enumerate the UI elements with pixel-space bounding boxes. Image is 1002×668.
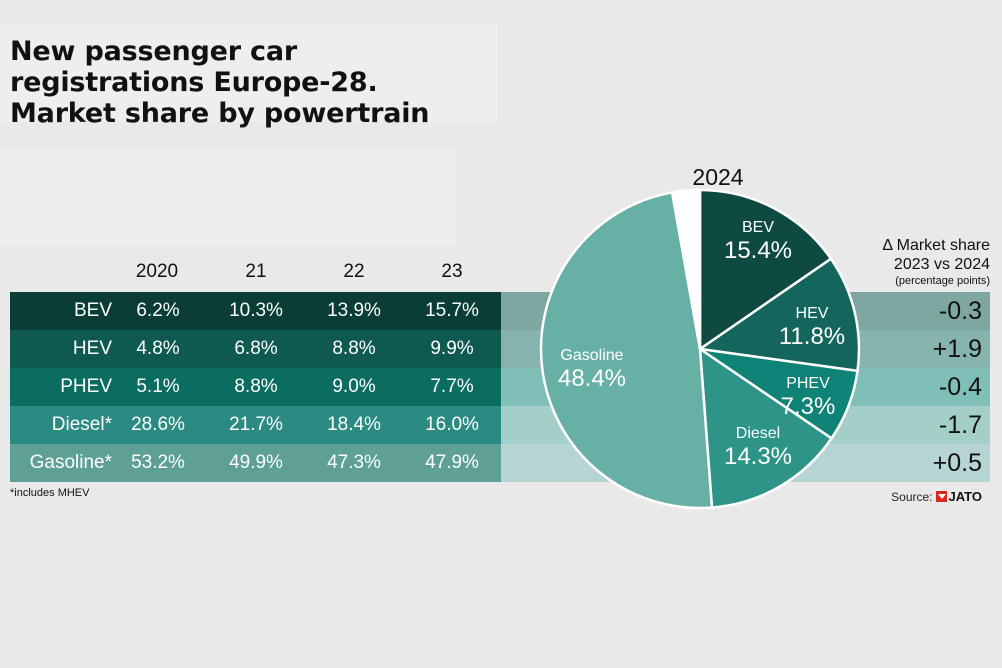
row-left-band bbox=[10, 330, 501, 368]
row-left-band bbox=[10, 368, 501, 406]
pie-slice-value: 14.3% bbox=[724, 443, 792, 470]
pie-slice-value: 7.3% bbox=[781, 393, 836, 420]
table-cell: 18.4% bbox=[327, 414, 381, 435]
pie-slice-diesel bbox=[698, 346, 834, 509]
title-panel bbox=[0, 24, 498, 122]
pie-slice-other bbox=[670, 188, 702, 350]
column-header-2020: 2020 bbox=[135, 261, 179, 282]
table-cell: 21.7% bbox=[229, 414, 283, 435]
footnote: *includes MHEV bbox=[10, 487, 90, 499]
chart-title: New passenger car registrations Europe-2… bbox=[10, 36, 500, 129]
table-cell: 53.2% bbox=[131, 452, 185, 473]
delta-header: Δ Market share 2023 vs 2024 (percentage … bbox=[882, 236, 990, 289]
title-line-2: registrations Europe-28. bbox=[10, 67, 378, 98]
row-label: Diesel* bbox=[51, 414, 112, 435]
table-cell: 15.7% bbox=[425, 300, 479, 321]
pie-slice-value: 15.4% bbox=[724, 237, 792, 264]
delta-value: -0.4 bbox=[938, 373, 982, 401]
table-cell: 6.8% bbox=[234, 338, 278, 359]
pie-slice-name: BEV bbox=[742, 219, 774, 236]
jato-logo-icon bbox=[935, 491, 947, 502]
delta-value: -0.3 bbox=[938, 297, 982, 325]
header-panel bbox=[0, 150, 456, 246]
table-cell: 47.3% bbox=[327, 452, 381, 473]
table-cell: 8.8% bbox=[234, 376, 278, 397]
pie-slice-hev bbox=[696, 257, 861, 373]
table-cell: 47.9% bbox=[425, 452, 479, 473]
table-cell: 28.6% bbox=[131, 414, 185, 435]
source-label: Source: bbox=[891, 489, 933, 504]
pie-slice-name: Gasoline bbox=[560, 347, 623, 364]
delta-value: +1.9 bbox=[932, 335, 982, 363]
table-cell: 4.8% bbox=[136, 338, 180, 359]
row-label: HEV bbox=[72, 338, 112, 359]
table-cell: 5.1% bbox=[136, 376, 180, 397]
title-line-1: New passenger car bbox=[10, 36, 297, 67]
row-left-band bbox=[10, 444, 501, 482]
pie-slice-bev bbox=[698, 188, 833, 352]
row-left-band bbox=[10, 406, 501, 444]
delta-value: +0.5 bbox=[932, 449, 982, 477]
source: Source: JATO bbox=[891, 489, 982, 504]
table-cell: 8.8% bbox=[332, 338, 376, 359]
table-cell: 9.9% bbox=[430, 338, 474, 359]
pie-slice-name: HEV bbox=[796, 305, 829, 322]
table-cell: 16.0% bbox=[425, 414, 479, 435]
table-cell: 49.9% bbox=[229, 452, 283, 473]
delta-header-line-1: Δ Market share bbox=[882, 237, 990, 254]
row-label: PHEV bbox=[60, 376, 112, 397]
table-cell: 7.7% bbox=[430, 376, 474, 397]
pie-slice-value: 48.4% bbox=[558, 365, 626, 392]
table-cell: 9.0% bbox=[332, 376, 376, 397]
column-header-21: 21 bbox=[245, 261, 267, 282]
table-cell: 13.9% bbox=[327, 300, 381, 321]
delta-header-line-3: (percentage points) bbox=[895, 275, 990, 287]
pie-slice-name: Diesel bbox=[736, 425, 780, 442]
jato-brand: JATO bbox=[948, 489, 982, 504]
row-label: BEV bbox=[73, 300, 112, 321]
pie-slice-value: 11.8% bbox=[779, 323, 845, 350]
title-line-3: Market share by powertrain bbox=[10, 98, 430, 129]
delta-header-line-2: 2023 vs 2024 bbox=[893, 256, 990, 273]
table-cell: 6.2% bbox=[136, 300, 180, 321]
delta-value: -1.7 bbox=[938, 411, 982, 439]
row-label: Gasoline* bbox=[29, 452, 112, 473]
jato-logo: JATO bbox=[935, 489, 982, 504]
pie-slice-name: PHEV bbox=[786, 375, 830, 392]
column-header-23: 23 bbox=[441, 261, 463, 282]
row-left-band bbox=[10, 292, 501, 330]
table-cell: 10.3% bbox=[229, 300, 283, 321]
pie-slice-gasoline bbox=[539, 191, 714, 510]
pie-year-label: 2024 bbox=[692, 164, 744, 190]
column-header-22: 22 bbox=[343, 261, 365, 282]
